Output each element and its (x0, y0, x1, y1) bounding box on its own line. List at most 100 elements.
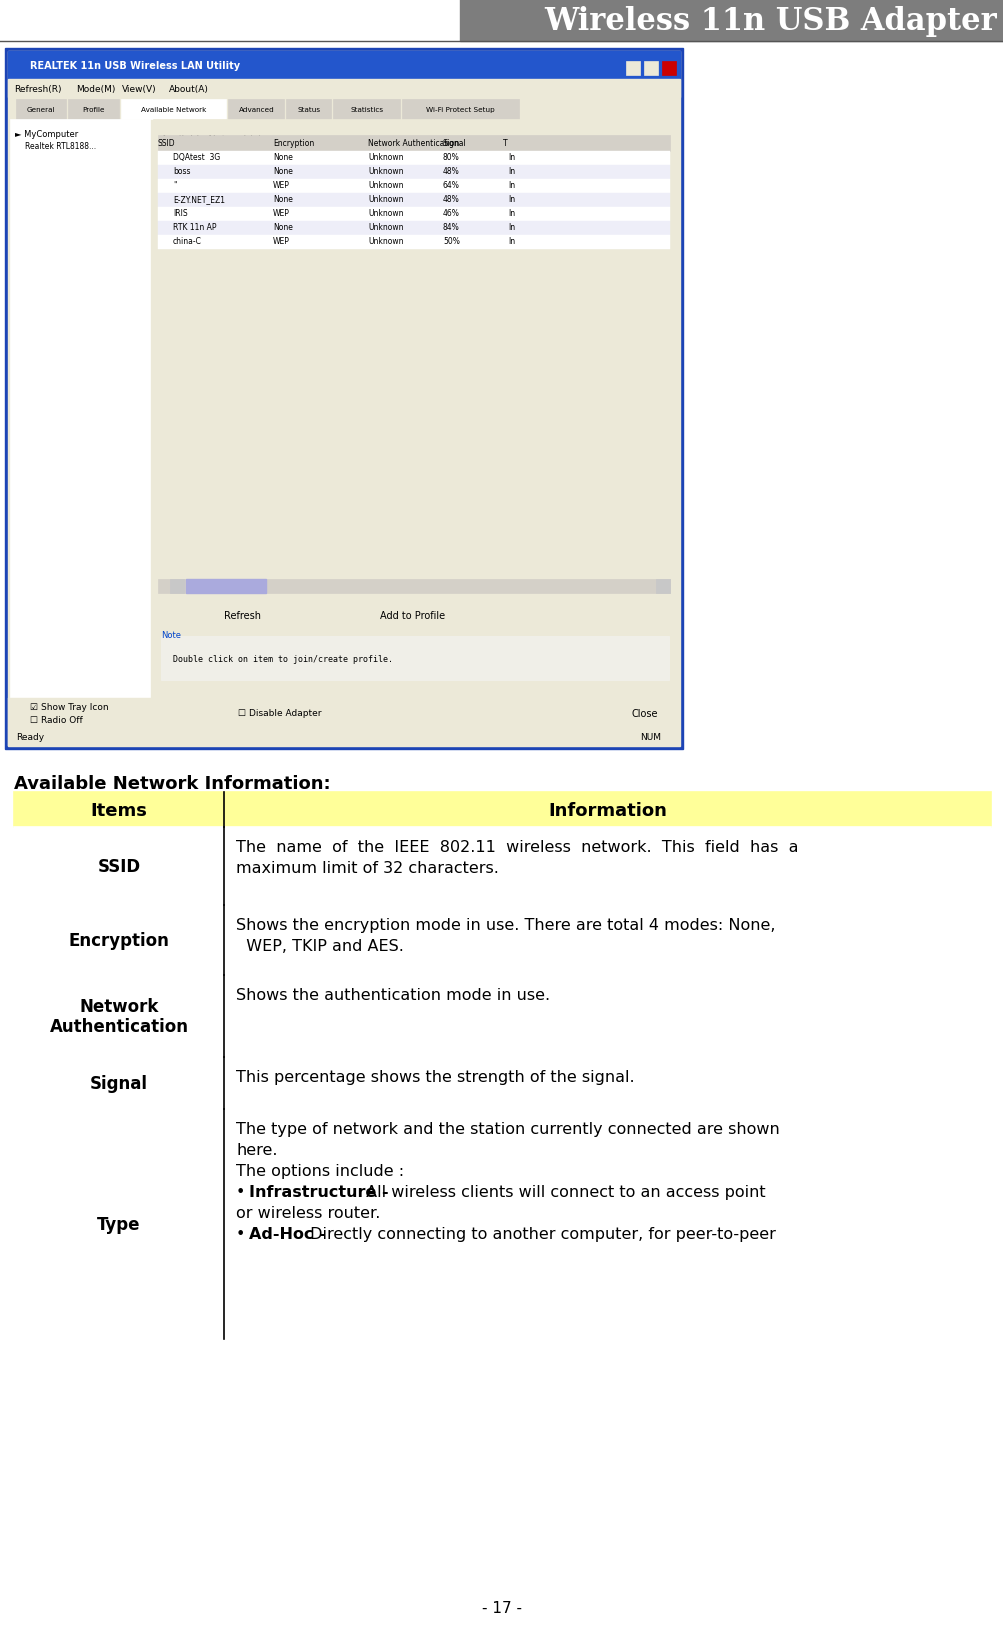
Text: None: None (273, 223, 293, 231)
Text: REALTEK 11n USB Wireless LAN Utility: REALTEK 11n USB Wireless LAN Utility (30, 60, 240, 72)
Text: This percentage shows the strength of the signal.: This percentage shows the strength of th… (236, 1069, 634, 1084)
Text: Profile: Profile (82, 108, 105, 112)
Text: Unknown: Unknown (368, 209, 403, 218)
Bar (160, 637, 668, 681)
Text: here.: here. (236, 1143, 277, 1157)
Text: Directly connecting to another computer, for peer-to-peer: Directly connecting to another computer,… (304, 1226, 774, 1240)
Text: Mode(M): Mode(M) (76, 85, 115, 93)
Text: Unknown: Unknown (368, 166, 403, 176)
Text: Refresh: Refresh (225, 611, 261, 621)
Bar (121, 99, 227, 121)
Text: 84%: 84% (442, 223, 459, 231)
Bar (152, 121, 676, 699)
Text: None: None (273, 196, 293, 204)
Text: Unknown: Unknown (368, 153, 403, 161)
Bar (183, 605, 303, 626)
Text: None: None (273, 153, 293, 161)
Bar (157, 194, 669, 209)
Text: or wireless router.: or wireless router. (236, 1205, 380, 1221)
Text: boss: boss (173, 166, 191, 176)
Text: In: In (508, 209, 515, 218)
Bar (68, 99, 119, 121)
Bar (10, 121, 149, 699)
Text: Close: Close (631, 709, 657, 719)
Bar (157, 236, 669, 249)
Text: General: General (27, 108, 55, 112)
Bar (14, 792, 990, 828)
Text: ☐ Radio Off: ☐ Radio Off (30, 716, 82, 724)
Text: Type: Type (97, 1216, 140, 1234)
Bar (661, 62, 675, 77)
Text: SSID: SSID (157, 140, 176, 148)
Text: Wireless 11n USB Adapter: Wireless 11n USB Adapter (544, 5, 996, 36)
Bar (5, 49, 682, 750)
Text: Signal: Signal (442, 140, 466, 148)
Text: The options include :: The options include : (236, 1164, 404, 1178)
Text: 48%: 48% (442, 196, 459, 204)
Text: In: In (508, 181, 515, 189)
Text: SSID: SSID (97, 857, 140, 875)
Bar (643, 62, 657, 77)
Text: E-ZY.NET_EZ1: E-ZY.NET_EZ1 (173, 196, 225, 204)
Bar (8, 729, 679, 747)
Text: ☑ Show Tray Icon: ☑ Show Tray Icon (30, 703, 108, 711)
Text: Refresh(R): Refresh(R) (14, 85, 61, 93)
Text: Unknown: Unknown (368, 196, 403, 204)
Text: The type of network and the station currently connected are shown: The type of network and the station curr… (236, 1121, 779, 1136)
Bar (186, 580, 266, 593)
Text: Statistics: Statistics (350, 108, 383, 112)
Bar (14, 1058, 990, 1110)
Text: In: In (508, 223, 515, 231)
Text: Items: Items (90, 800, 147, 818)
Text: All wireless clients will connect to an access point: All wireless clients will connect to an … (360, 1185, 764, 1200)
Text: WEP: WEP (273, 181, 290, 189)
Text: Add to Profile: Add to Profile (380, 611, 445, 621)
Text: About(A): About(A) (169, 85, 209, 93)
Text: Network Authentication: Network Authentication (368, 140, 458, 148)
Text: WEP: WEP (273, 236, 290, 246)
Bar (402, 99, 519, 121)
Bar (14, 905, 990, 975)
Text: In: In (508, 236, 515, 246)
Text: Wi-Fi Protect Setup: Wi-Fi Protect Setup (426, 108, 494, 112)
Text: 64%: 64% (442, 181, 459, 189)
Text: Available Network: Available Network (141, 108, 207, 112)
Text: DQAtest  3G: DQAtest 3G (173, 153, 220, 161)
Bar (8, 52, 679, 80)
Bar (333, 99, 400, 121)
Bar (157, 179, 669, 194)
Text: In: In (508, 166, 515, 176)
Text: 80%: 80% (442, 153, 459, 161)
Bar (626, 62, 639, 77)
Text: Advanced: Advanced (239, 108, 274, 112)
Text: ": " (173, 181, 177, 189)
Bar (157, 209, 669, 222)
Bar (459, 0, 1003, 42)
Bar (170, 580, 184, 593)
Bar (14, 828, 990, 905)
Bar (157, 152, 669, 166)
Text: 48%: 48% (442, 166, 459, 176)
Text: Double click on item to join/create profile.: Double click on item to join/create prof… (173, 654, 392, 663)
Bar (617, 704, 671, 724)
Text: 50%: 50% (442, 236, 459, 246)
Text: Ad-Hoc -: Ad-Hoc - (249, 1226, 325, 1240)
Bar (157, 166, 669, 179)
Text: WEP: WEP (273, 209, 290, 218)
Text: WEP, TKIP and AES.: WEP, TKIP and AES. (236, 939, 403, 954)
Bar (286, 99, 331, 121)
Text: maximum limit of 32 characters.: maximum limit of 32 characters. (236, 861, 498, 875)
Text: Signal: Signal (90, 1074, 147, 1092)
Text: Status: Status (297, 108, 320, 112)
Bar (8, 52, 679, 747)
Bar (0, 0, 459, 42)
Text: Unknown: Unknown (368, 236, 403, 246)
Bar (157, 222, 669, 236)
Text: 46%: 46% (442, 209, 459, 218)
Text: The  name  of  the  IEEE  802.11  wireless  network.  This  field  has  a: The name of the IEEE 802.11 wireless net… (236, 839, 797, 854)
Text: Ready: Ready (16, 734, 44, 742)
Text: T: T (503, 140, 508, 148)
Bar (229, 99, 284, 121)
Bar (16, 99, 66, 121)
Text: IRIS: IRIS (173, 209, 188, 218)
